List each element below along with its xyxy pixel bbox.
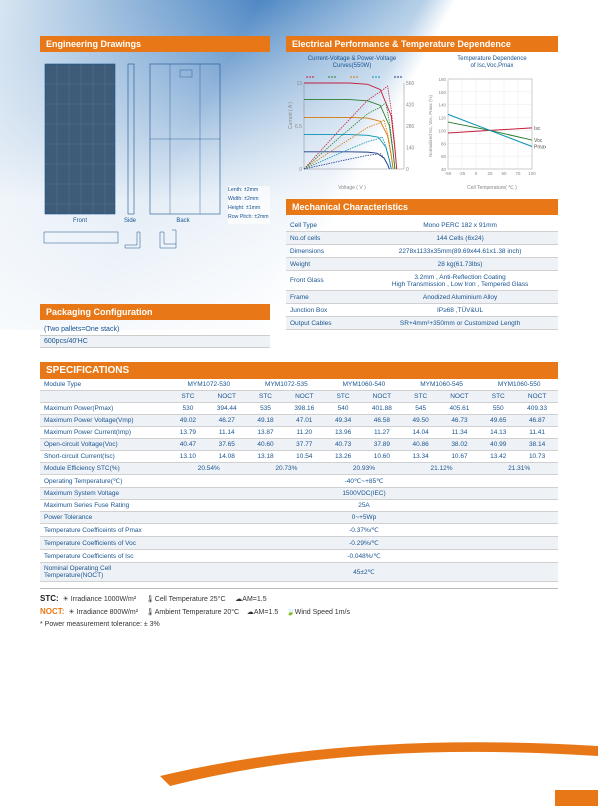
svg-text:Current ( A ): Current ( A ) [288,102,294,129]
svg-text:100: 100 [438,129,446,134]
label-front: Front [40,218,120,224]
svg-text:Isc: Isc [534,126,541,132]
svg-text:75: 75 [515,171,521,176]
svg-text:50: 50 [501,171,507,176]
svg-text:120: 120 [438,116,446,121]
chart-temp: -50-250255075100406080100120140160180Isc… [426,71,546,183]
mechanical-table: Cell TypeMono PERC 182 x 91mmNo.of cells… [286,219,558,330]
chart-iv-sub: Curves(550W) [333,63,372,69]
svg-text:140: 140 [438,103,446,108]
svg-text:160: 160 [438,90,446,95]
svg-text:Normalized Isc, Voc, Pmax (%): Normalized Isc, Voc, Pmax (%) [428,95,433,158]
svg-text:0: 0 [475,171,478,176]
svg-text:-25: -25 [459,171,466,176]
svg-text:40: 40 [441,167,447,172]
svg-text:140: 140 [406,146,415,152]
svg-text:180: 180 [438,77,446,82]
dim-length: Lenth: ±2mm [228,186,270,195]
packaging-header: Packaging Configuration [40,304,270,320]
electrical-header: Electrical Performance & Temperature Dep… [286,36,558,52]
chart-temp-title: Temperature Dependence [457,56,526,62]
specifications-table: Module TypeMYM1072-530MYM1072-535MYM1060… [40,379,558,582]
mechanical-header: Mechanical Characteristics [286,199,558,215]
tolerance-note: * Power measurement tolerance: ± 3% [40,619,558,630]
svg-text:280: 280 [406,124,415,130]
svg-text:60: 60 [441,154,447,159]
dim-pitch: Row Pitch: ±2mm [228,213,270,222]
svg-text:560: 560 [406,81,415,87]
svg-text:420: 420 [406,103,415,109]
label-side: Side [120,218,140,224]
svg-text:6.5: 6.5 [295,124,302,130]
dim-width: Width: ±2mm [228,195,270,204]
chart-iv-xlabel: Voltage ( V ) [286,185,418,191]
chart-temp-sub: of Isc,Voc,Pmax [470,63,513,69]
footer-notes: STC: ☀ Irradiance 1000W/m² 🌡Cell Tempera… [40,588,558,630]
dim-height: Height: ±1mm [228,204,270,213]
svg-text:100: 100 [528,171,536,176]
svg-text:Voc: Voc [534,138,543,144]
chart-iv: 0 6.5 13 0 140 280 420 560 Current ( A ) [286,71,416,183]
label-back: Back [140,218,226,224]
packaging-row2: 600pcs/40'HC [40,336,270,348]
panel-drawings: Lenth: ±2mm Width: ±2mm Height: ±1mm Row… [40,56,270,276]
stc-label: STC: [40,594,59,603]
specs-header: SPECIFICATIONS [40,362,558,379]
svg-text:0: 0 [406,167,409,173]
chart-temp-xlabel: Cell Temperature( ℃ ) [426,185,558,191]
svg-text:Pmax: Pmax [534,145,546,151]
engineering-header: Engineering Drawings [40,36,270,52]
packaging-row1: (Two pallets=One stack) [40,324,270,336]
svg-text:0: 0 [299,167,302,173]
svg-text:25: 25 [487,171,493,176]
chart-iv-title: Current-Voltage & Power-Voltage [308,56,396,62]
svg-text:80: 80 [441,141,447,146]
svg-text:13: 13 [296,81,302,87]
noct-label: NOCT: [40,607,64,616]
